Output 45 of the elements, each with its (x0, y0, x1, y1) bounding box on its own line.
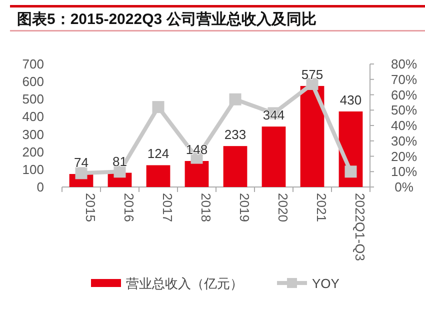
y2-tick-label: 30% (390, 133, 418, 148)
y2-tick-label: 20% (390, 148, 418, 164)
y-tick-label: 300 (22, 126, 44, 142)
y2-tick-label: 80% (390, 56, 418, 72)
bar (300, 86, 324, 187)
legend-label: 营业总收入（亿元） (126, 276, 243, 291)
point (344, 166, 357, 178)
point (75, 167, 88, 180)
data-label: 233 (224, 127, 246, 142)
data-label: 124 (147, 146, 170, 162)
data-label: 430 (340, 92, 362, 108)
y-tick-label: 500 (22, 92, 44, 107)
y-tick-label: 200 (22, 144, 44, 160)
x-tick-label: 2016 (121, 193, 136, 222)
x-tick-label: 2021 (314, 193, 329, 222)
point (229, 93, 242, 106)
y2-tick-label: 0% (394, 180, 414, 194)
y-tick-label: 600 (22, 74, 44, 90)
x-tick-label: 2019 (236, 193, 252, 222)
bar (223, 146, 248, 187)
bar (184, 160, 209, 187)
y-tick-label: 700 (22, 56, 44, 72)
x-tick-label: 2020 (275, 193, 290, 222)
bar (146, 165, 170, 187)
y2-tick-label: 10% (390, 164, 418, 180)
y2-tick-label: 70% (390, 72, 418, 87)
data-label: 74 (74, 154, 88, 170)
data-label: 81 (112, 154, 127, 169)
y2-tick-label: 60% (390, 87, 418, 102)
data-label: 148 (186, 142, 208, 157)
x-tick-label: 2018 (198, 193, 214, 222)
y-tick-label: 0 (36, 180, 44, 194)
y2-tick-label: 40% (390, 118, 418, 133)
legend-label: YOY (312, 276, 340, 291)
x-tick-label: 2022Q1-Q3 (352, 193, 368, 261)
x-tick-label: 2017 (160, 193, 175, 222)
point (152, 101, 164, 114)
y2-tick-label: 50% (390, 102, 418, 118)
x-tick-label: 2015 (82, 193, 98, 222)
data-label: 575 (301, 66, 324, 82)
y-tick-label: 400 (22, 109, 44, 124)
chart-title: 图表5：2015-2022Q3 公司营业总收入及同比 (17, 11, 316, 28)
bar (262, 126, 286, 187)
data-label: 344 (262, 108, 285, 123)
y-tick-label: 100 (22, 162, 44, 177)
